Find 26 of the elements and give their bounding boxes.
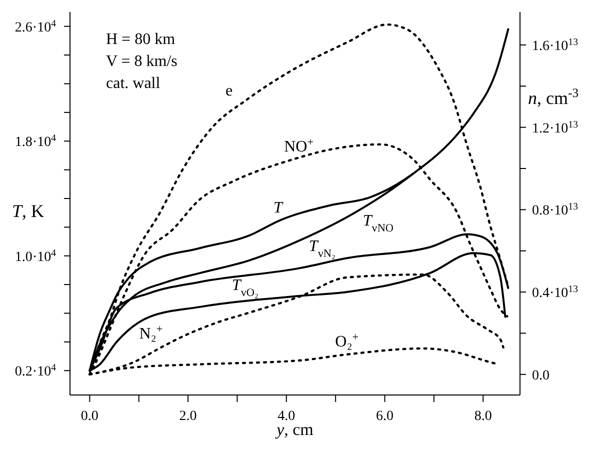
x-tick-label: 0.0: [80, 409, 98, 424]
x-tick-label: 2.0: [179, 409, 197, 424]
y2-axis-title: n, cm$^{-3}$: [528, 86, 578, 108]
y-tick-label: 2.6·10$^{4}$: [14, 18, 56, 36]
y-tick-label: 1.8·10$^{4}$: [14, 132, 56, 150]
series-label: T$_{vO₂}$: [232, 276, 258, 299]
series-label: T$_{vNO}$: [362, 212, 394, 234]
y2-tick-label: 1.6·10$^{13}$: [532, 36, 578, 54]
annotation: cat. wall: [106, 75, 161, 92]
y-tick-label: 0.2·10$^{4}$: [14, 362, 56, 380]
annotation: H = 80 km: [106, 31, 176, 48]
series-label: T$_{vN₂}$: [308, 238, 336, 260]
series-label: T: [274, 199, 284, 216]
annotation: V = 8 km/s: [106, 53, 178, 70]
y-tick-label: 1.0·10$^{4}$: [14, 247, 56, 265]
y2-tick-label: 0.4·10$^{13}$: [532, 284, 578, 302]
y2-tick-label: 0.8·10$^{13}$: [532, 201, 578, 219]
y-axis-title: T, K: [12, 201, 44, 221]
series-label: N₂$^{+}$: [139, 323, 163, 342]
series-label: O₂$^{+}$: [335, 331, 359, 350]
x-tick-label: 8.0: [474, 409, 492, 424]
series-label: e: [225, 82, 233, 100]
x-tick-label: 6.0: [376, 409, 394, 424]
series-label: NO$^{+}$: [284, 136, 314, 156]
y2-tick-label: 0.0: [532, 368, 550, 384]
y2-tick-label: 1.2·10$^{13}$: [532, 118, 578, 136]
